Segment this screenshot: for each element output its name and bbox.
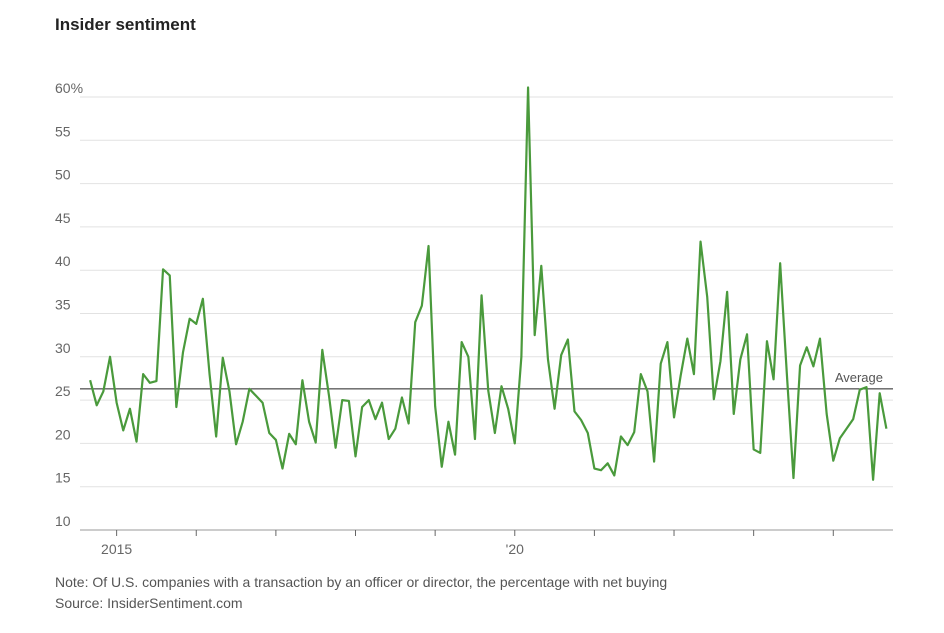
y-tick-label: 20 xyxy=(55,426,71,442)
note: Note: Of U.S. companies with a transacti… xyxy=(55,574,667,590)
y-tick-label: 55 xyxy=(55,123,71,139)
x-tick-label: '20 xyxy=(506,541,524,557)
y-tick-label: 45 xyxy=(55,210,71,226)
x-tick-label: 2015 xyxy=(101,541,132,557)
y-tick-label: 50 xyxy=(55,167,71,183)
source: Source: InsiderSentiment.com xyxy=(55,595,243,611)
y-tick-label: 40 xyxy=(55,253,71,269)
y-tick-label: 60% xyxy=(55,80,83,96)
average-label: Average xyxy=(835,370,883,385)
y-tick-label: 30 xyxy=(55,340,71,356)
y-tick-label: 10 xyxy=(55,513,71,529)
line xyxy=(89,86,888,481)
y-tick-label: 35 xyxy=(55,297,71,313)
y-tick-label: 15 xyxy=(55,470,71,486)
chart-title: Insider sentiment xyxy=(55,15,196,34)
y-tick-label: 25 xyxy=(55,383,71,399)
